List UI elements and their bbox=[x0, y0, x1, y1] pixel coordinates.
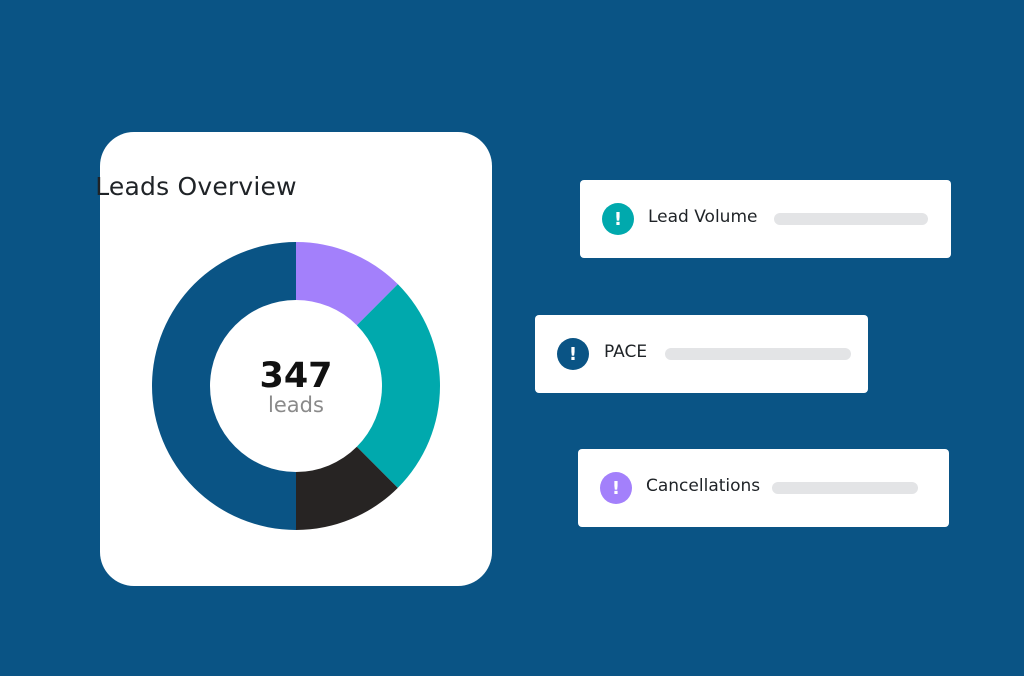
alert-card-cancellations[interactable]: ! Cancellations bbox=[578, 449, 949, 527]
exclamation-icon: ! bbox=[602, 203, 634, 235]
alert-label: PACE bbox=[604, 342, 648, 362]
alert-card-pace[interactable]: ! PACE bbox=[535, 315, 868, 393]
placeholder-bar bbox=[772, 482, 918, 494]
alert-label: Lead Volume bbox=[648, 207, 758, 227]
leads-total-value: 347 bbox=[259, 356, 333, 396]
donut-slice-4 bbox=[296, 446, 398, 530]
alert-label: Cancellations bbox=[646, 476, 761, 496]
card-title: Leads Overview bbox=[95, 172, 297, 201]
placeholder-bar bbox=[665, 348, 851, 360]
donut-slice-3 bbox=[356, 284, 440, 488]
leads-donut-chart bbox=[152, 242, 440, 530]
donut-slice-2 bbox=[296, 242, 398, 326]
donut-slice-1 bbox=[152, 242, 296, 530]
exclamation-icon: ! bbox=[557, 338, 589, 370]
leads-total-unit: leads bbox=[268, 393, 324, 417]
alert-card-lead-volume[interactable]: ! Lead Volume bbox=[580, 180, 951, 258]
exclamation-icon: ! bbox=[600, 472, 632, 504]
placeholder-bar bbox=[774, 213, 928, 225]
